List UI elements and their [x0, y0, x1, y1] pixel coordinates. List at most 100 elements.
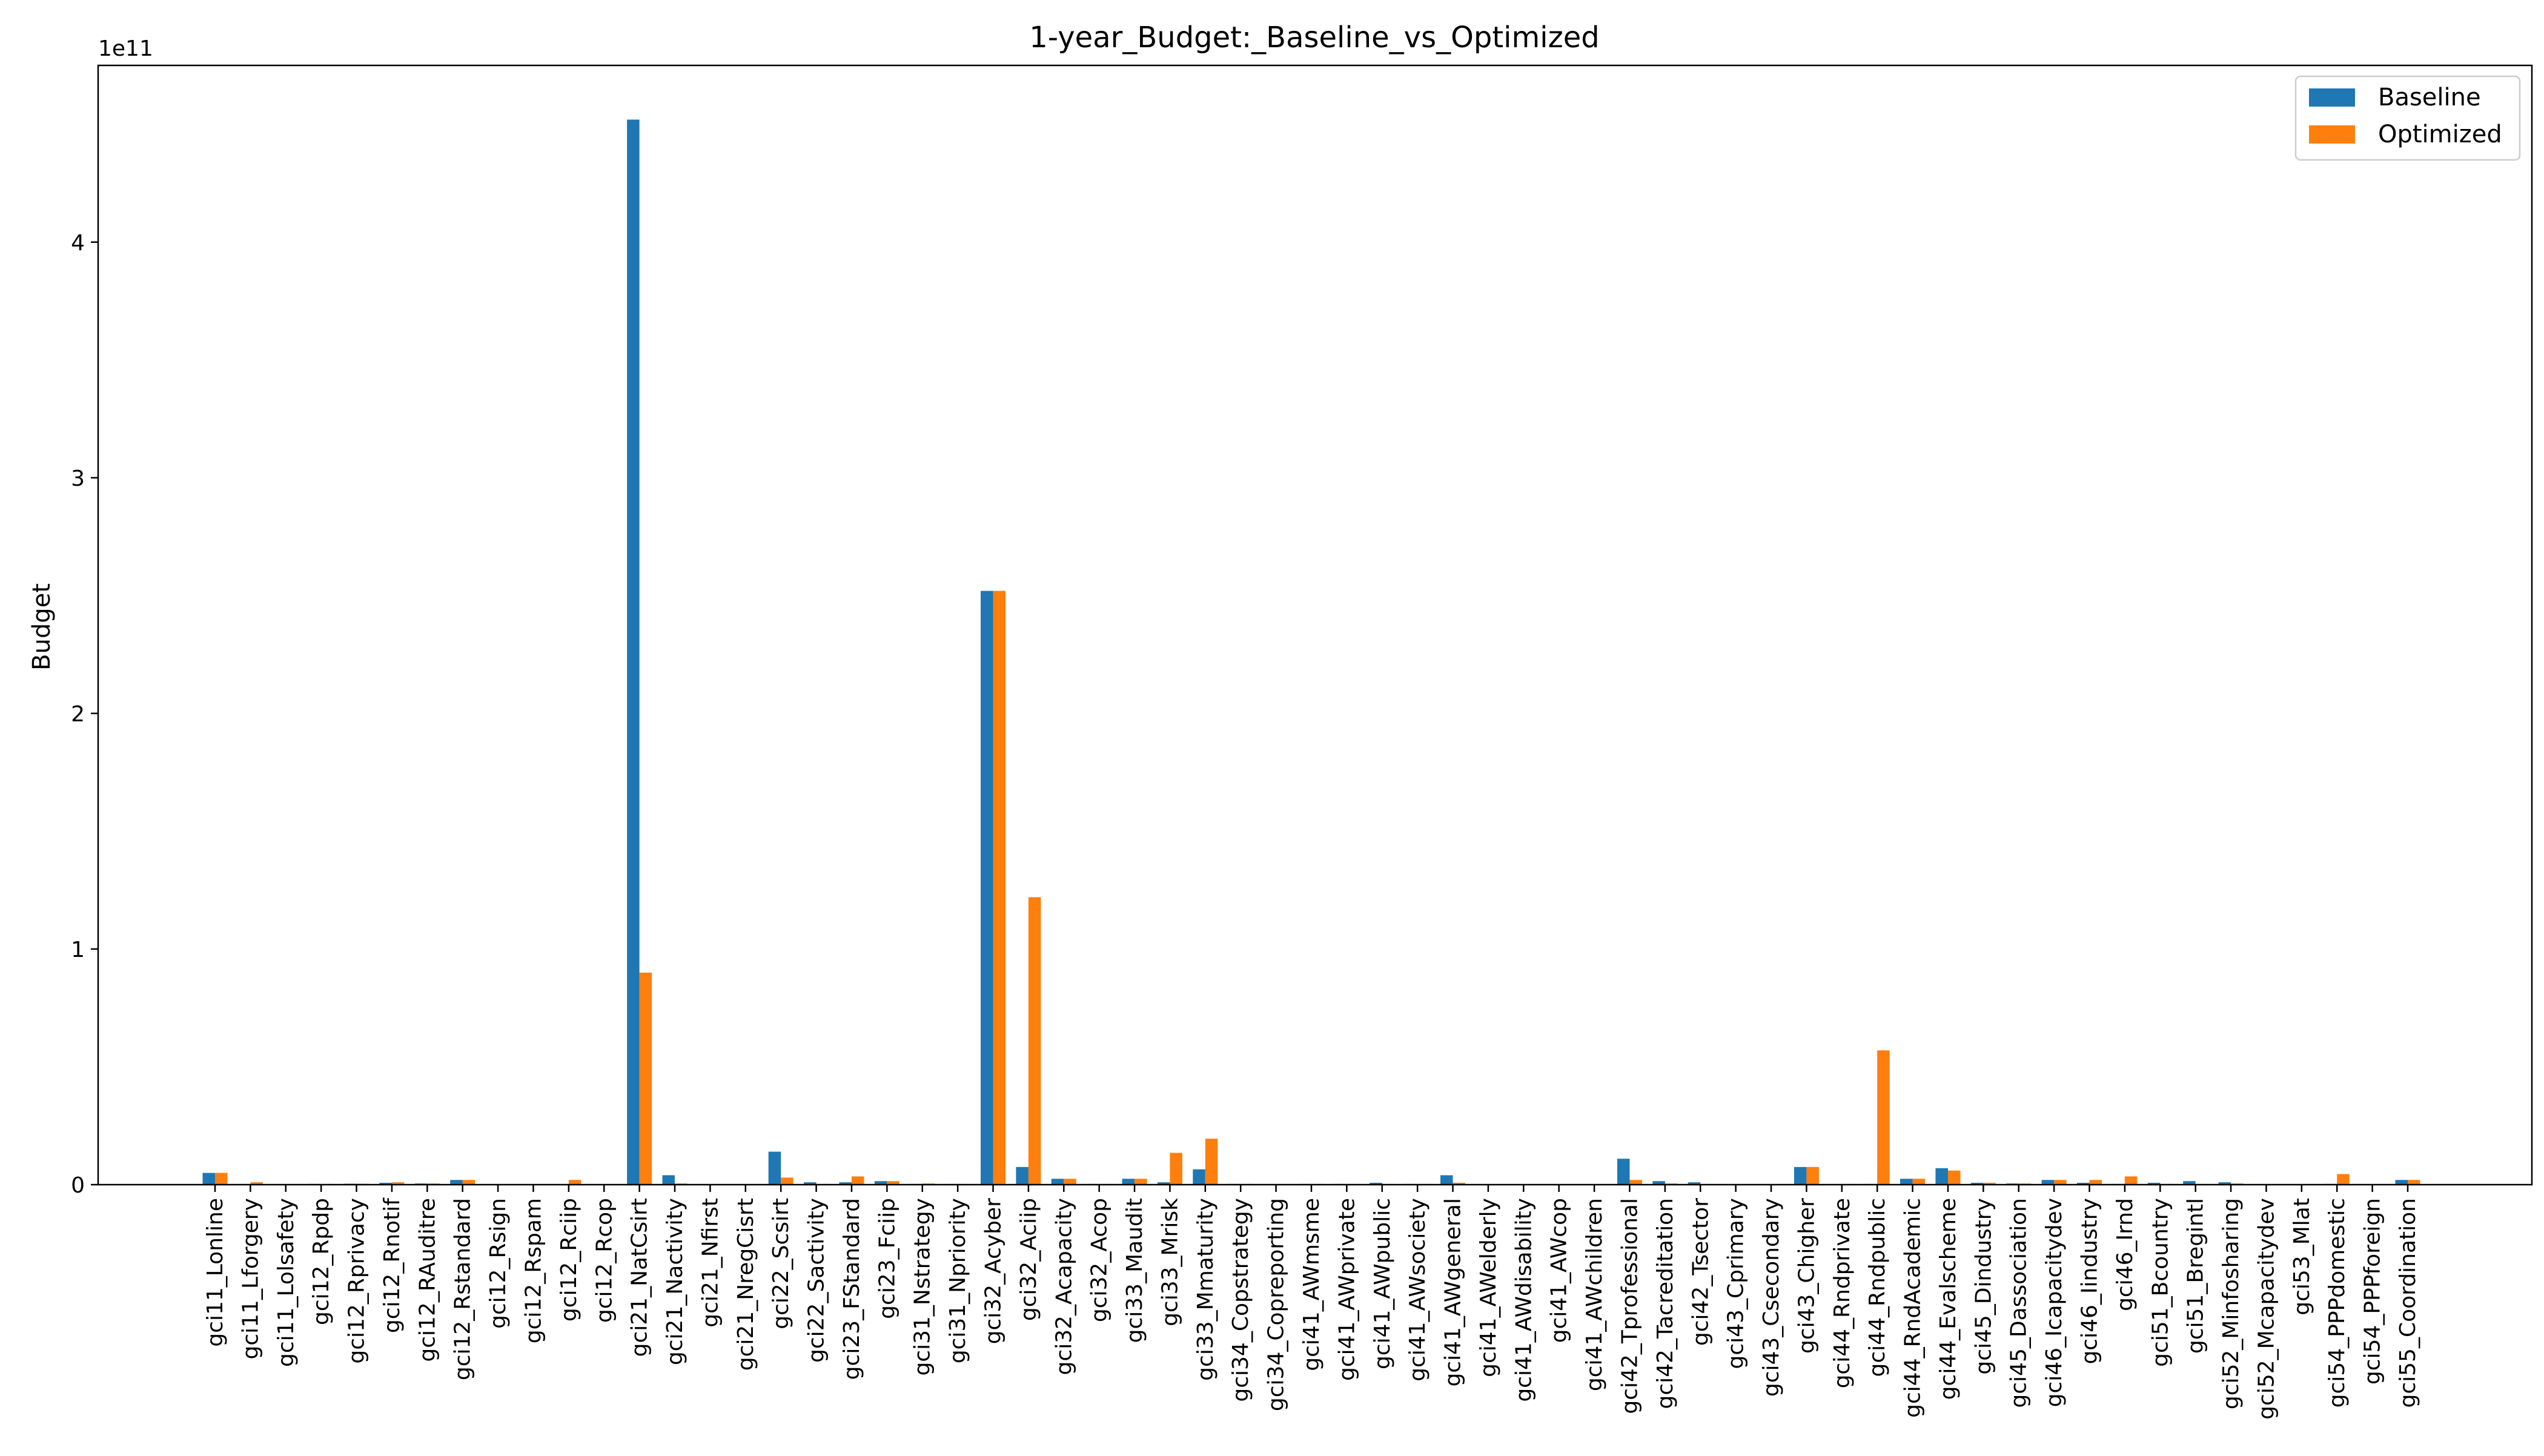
x-tick-label: gci45_Dassociation: [2007, 1198, 2032, 1408]
x-tick-label: gci23_FStandard: [840, 1198, 864, 1380]
x-tick-label: gci32_Acapacity: [1052, 1198, 1076, 1375]
x-tick-label: gci12_Rpdp: [309, 1198, 334, 1325]
x-tick-label: gci45_Dindustry: [1971, 1198, 1996, 1375]
y-tick-label: 2: [71, 702, 85, 727]
x-tick-label: gci34_Copstrategy: [1228, 1198, 1253, 1402]
bar-baseline-gci21_Nactivity: [663, 1175, 675, 1185]
bar-optimized-gci21_NatCsirt: [640, 973, 652, 1185]
bar-optimized-gci44_Rndpublic: [1877, 1050, 1890, 1185]
x-tick-label: gci41_AWprivate: [1334, 1198, 1359, 1381]
x-tick-label: gci42_Tacreditation: [1653, 1198, 1678, 1409]
bar-baseline-gci32_Acapacity: [1052, 1179, 1064, 1185]
bar-optimized-gci54_PPPdomestic: [2337, 1174, 2350, 1185]
x-tick-label: gci55_Coordination: [2396, 1198, 2420, 1408]
x-tick-label: gci44_Rndprivate: [1830, 1198, 1855, 1388]
legend-swatch-optimized: [2309, 125, 2355, 144]
legend: Baseline Optimized: [2296, 76, 2520, 160]
x-tick-label: gci33_Maudit: [1122, 1198, 1147, 1343]
x-tick-label: gci11_Lforgery: [238, 1198, 263, 1359]
x-tick-label: gci53_Mlat: [2290, 1198, 2314, 1315]
x-tick-label: gci32_Aciip: [1016, 1198, 1041, 1321]
x-tick-label: gci46_Irnd: [2113, 1198, 2138, 1311]
bar-baseline-gci41_AWgeneral: [1440, 1175, 1453, 1185]
y-axis-label: Budget: [28, 583, 56, 670]
x-tick-label: gci44_RndAcademic: [1901, 1198, 1926, 1418]
x-tick-label: gci46_Icapacitydev: [2042, 1198, 2067, 1407]
bar-baseline-gci32_Acyber: [981, 591, 993, 1185]
x-tick-label: gci31_Nstrategy: [910, 1198, 935, 1376]
bar-optimized-gci43_Chigher: [1806, 1167, 1819, 1185]
x-tick-label: gci12_Rnotif: [380, 1197, 405, 1333]
legend-swatch-baseline: [2309, 88, 2355, 107]
bar-optimized-gci22_Scsirt: [781, 1177, 793, 1185]
x-tick-label: gci22_Sactivity: [804, 1198, 829, 1363]
x-tick-label: gci33_Mrisk: [1158, 1198, 1182, 1326]
x-tick-label: gci41_AWmsme: [1299, 1198, 1324, 1371]
bar-optimized-gci32_Acapacity: [1064, 1179, 1076, 1185]
y-tick-label: 1: [71, 938, 85, 962]
x-tick-label: gci12_Rstandard: [451, 1198, 475, 1380]
bar-baseline-gci44_RndAcademic: [1900, 1179, 1913, 1185]
x-tick-label: gci41_AWgeneral: [1441, 1198, 1466, 1387]
x-tick-label: gci11_Lonline: [203, 1198, 228, 1347]
x-tick-label: gci12_Rcop: [592, 1198, 617, 1323]
bar-optimized-gci46_Irnd: [2125, 1176, 2138, 1185]
bar-baseline-gci44_Evalscheme: [1935, 1168, 1948, 1185]
bar-baseline-gci33_Maudit: [1122, 1179, 1135, 1185]
x-tick-label: gci51_Bcountry: [2148, 1198, 2173, 1367]
x-tick-label: gci34_Copreporting: [1264, 1198, 1289, 1411]
x-tick-label: gci54_PPPdomestic: [2325, 1198, 2350, 1408]
bar-baseline-gci21_NatCsirt: [627, 119, 640, 1185]
bar-optimized-gci11_Lonline: [215, 1173, 228, 1185]
x-tick-label: gci12_Rciip: [557, 1198, 581, 1322]
bar-optimized-gci44_Evalscheme: [1948, 1171, 1961, 1185]
legend-label-optimized: Optimized: [2378, 121, 2502, 148]
bar-baseline-gci43_Chigher: [1794, 1167, 1807, 1185]
chart-title: 1-year_Budget:_Baseline_vs_Optimized: [1029, 21, 1600, 55]
x-tick-label: gci12_Rspam: [521, 1198, 546, 1343]
y-axis-multiplier: 1e11: [98, 36, 153, 61]
x-tick-label: gci41_AWchildren: [1582, 1198, 1607, 1391]
x-tick-label: gci42_Tsector: [1688, 1198, 1713, 1346]
x-tick-label: gci42_Tprofessional: [1617, 1198, 1642, 1414]
x-tick-label: gci21_NatCsirt: [628, 1198, 652, 1357]
x-tick-label: gci32_Acop: [1087, 1198, 1112, 1322]
x-tick-label: gci52_Mcapacitydev: [2254, 1198, 2279, 1420]
x-tick-label: gci21_NregCisrt: [734, 1198, 758, 1371]
x-tick-label: gci12_Rsign: [486, 1198, 511, 1329]
bar-optimized-gci33_Mrisk: [1170, 1153, 1182, 1185]
x-tick-label: gci43_Csecondary: [1759, 1198, 1784, 1397]
x-tick-label: gci44_Rndpublic: [1865, 1198, 1890, 1377]
x-tick-label: gci23_Fciip: [875, 1198, 899, 1319]
legend-label-baseline: Baseline: [2378, 84, 2481, 111]
bar-baseline-gci33_Mmaturity: [1193, 1170, 1205, 1185]
x-tick-label: gci41_AWcop: [1547, 1198, 1572, 1343]
x-tick-label: gci51_Bregintl: [2184, 1198, 2208, 1354]
y-tick-label: 3: [71, 466, 85, 491]
x-tick-label: gci21_Nfirst: [698, 1198, 723, 1328]
x-tick-label: gci52_Minfosharing: [2219, 1198, 2244, 1409]
y-tick-label: 0: [71, 1173, 85, 1198]
bar-baseline-gci22_Scsirt: [769, 1152, 781, 1185]
y-tick-label: 4: [71, 231, 85, 256]
x-tick-label: gci46_Iindustry: [2078, 1198, 2102, 1365]
x-tick-label: gci41_AWelderly: [1476, 1198, 1501, 1377]
x-tick-label: gci31_Npriority: [946, 1198, 970, 1363]
bar-baseline-gci42_Tprofessional: [1617, 1159, 1630, 1185]
x-tick-label: gci54_PPPforeign: [2360, 1198, 2385, 1385]
x-tick-label: gci41_AWdisability: [1511, 1198, 1536, 1402]
x-tick-label: gci11_Lolsafety: [274, 1198, 299, 1367]
bar-optimized-gci32_Acyber: [993, 591, 1006, 1185]
x-tick-label: gci43_Chigher: [1794, 1198, 1819, 1354]
x-tick-label: gci12_RAuditre: [415, 1198, 440, 1362]
bar-optimized-gci32_Aciip: [1029, 897, 1041, 1185]
bar-optimized-gci33_Mmaturity: [1205, 1139, 1218, 1185]
bar-optimized-gci44_RndAcademic: [1913, 1179, 1926, 1185]
x-tick-label: gci33_Mmaturity: [1193, 1198, 1218, 1381]
x-tick-label: gci41_AWsociety: [1405, 1198, 1430, 1382]
x-tick-label: gci32_Acyber: [981, 1198, 1006, 1345]
x-tick-label: gci12_Rprivacy: [345, 1198, 369, 1364]
bar-baseline-gci32_Aciip: [1016, 1167, 1029, 1185]
bar-baseline-gci11_Lonline: [203, 1173, 216, 1185]
